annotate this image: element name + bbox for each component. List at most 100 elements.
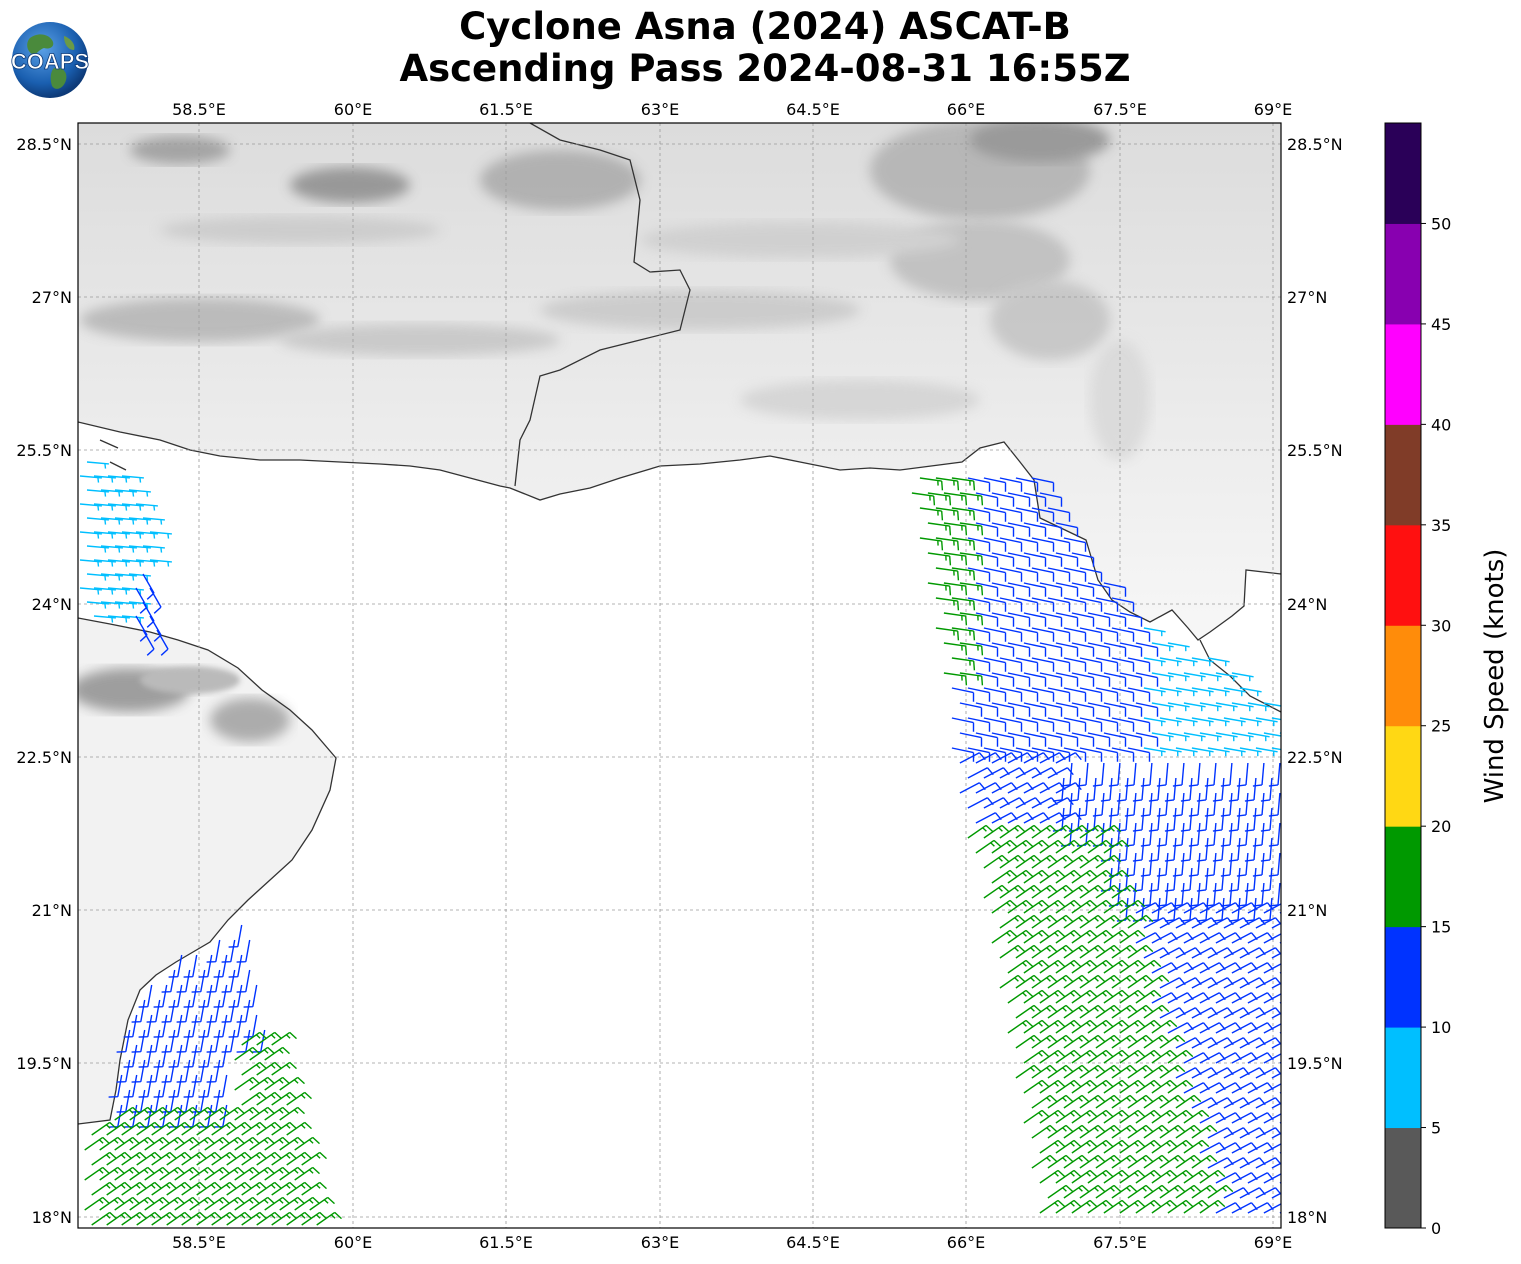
- wind-barb: [1103, 702, 1127, 717]
- wind-barb: [999, 914, 1026, 929]
- wind-barb: [116, 1089, 131, 1113]
- wind-barb: [204, 1106, 230, 1121]
- wind-barb: [135, 531, 158, 539]
- wind-barb: [1007, 582, 1031, 597]
- wind-barb: [967, 567, 991, 582]
- wind-barb: [1079, 1034, 1106, 1049]
- wind-barb: [91, 1211, 117, 1226]
- wind-barb: [221, 1029, 236, 1053]
- wind-barb: [84, 1136, 110, 1151]
- wind-barb: [1199, 1169, 1226, 1184]
- wind-barb: [1151, 1139, 1178, 1154]
- wind-barb: [1119, 732, 1143, 747]
- colorbar-tick-label: 0: [1431, 1219, 1441, 1238]
- wind-barb: [951, 597, 976, 611]
- wind-barb: [256, 1151, 282, 1166]
- wind-barb: [1263, 732, 1281, 737]
- wind-barb: [206, 1089, 221, 1113]
- wind-barb: [1156, 822, 1169, 847]
- wind-barb: [983, 717, 1007, 732]
- wind-barb: [959, 642, 984, 656]
- wind-barb: [176, 1059, 191, 1083]
- wind-barb: [279, 1196, 305, 1211]
- wind-barb: [1159, 1184, 1186, 1199]
- wind-barb: [1143, 1064, 1170, 1079]
- wind-barb: [1071, 899, 1098, 914]
- wind-barb: [1015, 597, 1039, 612]
- wind-barb: [146, 1059, 161, 1083]
- wind-barb: [1015, 537, 1039, 552]
- wind-barb: [100, 545, 123, 553]
- wind-barb: [1103, 1019, 1130, 1034]
- wind-barb: [1268, 762, 1281, 787]
- wind-barb: [1196, 807, 1209, 832]
- lat-tick-left: 28.5°N: [16, 135, 72, 154]
- wind-barb: [1063, 914, 1090, 929]
- wind-barb: [999, 854, 1026, 869]
- wind-barb: [234, 1046, 260, 1061]
- wind-barb: [919, 537, 944, 551]
- wind-barb: [131, 1029, 146, 1053]
- wind-barb: [1127, 747, 1151, 762]
- wind-barb: [1151, 1049, 1178, 1064]
- wind-barb: [1148, 837, 1161, 862]
- wind-barb: [114, 1106, 140, 1121]
- wind-barb: [1031, 854, 1058, 869]
- wind-barb: [1159, 657, 1182, 667]
- wind-barb: [1143, 1094, 1170, 1109]
- wind-barb: [196, 1181, 222, 1196]
- wind-barb: [121, 1121, 147, 1136]
- wind-barb: [983, 687, 1007, 702]
- colorbar: 0 5 10 15 20 25 30 35 40 45 50: [1384, 122, 1451, 1238]
- wind-barb: [236, 969, 251, 993]
- wind-barb: [1055, 552, 1079, 567]
- wind-barb: [1271, 1132, 1281, 1139]
- wind-barb: [206, 1059, 221, 1083]
- wind-barb: [301, 1181, 327, 1196]
- wind-barb: [1271, 1162, 1281, 1169]
- wind-barb: [107, 615, 130, 623]
- wind-barb: [1039, 1199, 1066, 1214]
- wind-barb: [1263, 963, 1281, 974]
- lon-tick-bottom: 63°E: [641, 1233, 679, 1252]
- wind-barb: [1095, 657, 1119, 672]
- wind-barb: [1143, 687, 1166, 697]
- wind-barb: [991, 929, 1018, 944]
- colorbar-bin: [1385, 223, 1421, 325]
- wind-barb: [1119, 642, 1143, 657]
- wind-barb: [935, 597, 960, 611]
- wind-barb: [1023, 612, 1047, 627]
- wind-barb: [1071, 1019, 1098, 1034]
- wind-barb: [1167, 1169, 1194, 1184]
- wind-barb: [221, 999, 236, 1023]
- wind-barb: [1204, 762, 1217, 787]
- wind-barb: [1079, 1064, 1106, 1079]
- wind-barb: [1191, 657, 1214, 667]
- wind-barb: [1263, 1053, 1281, 1064]
- wind-barb: [121, 503, 144, 511]
- wind-barb: [1095, 944, 1122, 959]
- colorbar-bin: [1385, 725, 1421, 827]
- wind-barb: [1212, 777, 1225, 802]
- wind-barb: [1007, 522, 1031, 537]
- wind-barb: [1151, 1019, 1178, 1034]
- wind-barb: [1087, 929, 1114, 944]
- gridlines: [78, 123, 1281, 1228]
- wind-barb: [1111, 914, 1138, 929]
- wind-barb: [156, 629, 169, 656]
- wind-barb: [1188, 822, 1201, 847]
- wind-barb: [1063, 944, 1090, 959]
- wind-barb: [1119, 672, 1143, 687]
- wind-barb: [1263, 1023, 1281, 1034]
- wind-barb: [106, 1211, 132, 1226]
- wind-barb: [1023, 959, 1050, 974]
- wind-barb: [1135, 732, 1159, 747]
- wind-barb: [1239, 747, 1262, 757]
- wind-barb: [1039, 582, 1063, 597]
- wind-barb: [1263, 1143, 1281, 1154]
- wind-barb: [943, 492, 968, 506]
- wind-barb: [211, 1181, 237, 1196]
- wind-barb: [221, 939, 236, 963]
- wind-barb: [1055, 1139, 1082, 1154]
- wind-barb: [1079, 974, 1106, 989]
